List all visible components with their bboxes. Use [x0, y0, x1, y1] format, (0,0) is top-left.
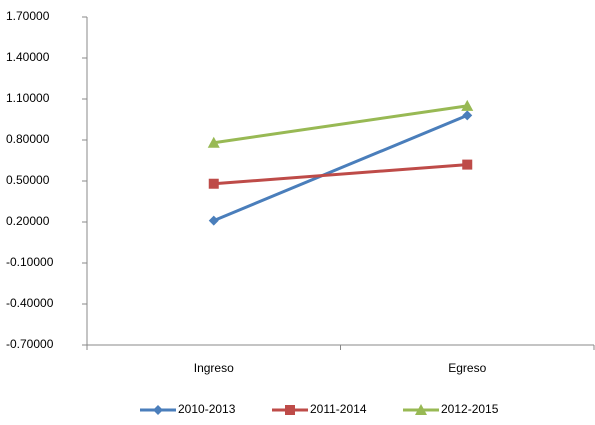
data-point — [461, 99, 474, 111]
y-tick-label: 1.10000 — [6, 91, 50, 105]
x-tick-label: Ingreso — [194, 361, 234, 375]
legend-marker — [153, 405, 163, 415]
legend-marker — [415, 404, 427, 415]
data-point — [208, 178, 219, 189]
y-tick-label: 0.80000 — [6, 132, 50, 146]
y-tick-label: 0.50000 — [6, 173, 50, 187]
legend-label: 2010-2013 — [178, 402, 236, 416]
data-point — [462, 110, 473, 121]
legend-label: 2011-2014 — [310, 402, 367, 416]
y-tick-label: 1.70000 — [6, 9, 50, 23]
series-line — [213, 114, 468, 223]
y-tick-label: 1.40000 — [6, 50, 50, 64]
legend-label: 2012-2015 — [441, 402, 499, 416]
series-line — [213, 104, 468, 145]
y-tick-label: -0.70000 — [6, 337, 54, 351]
y-tick-label: -0.10000 — [6, 255, 54, 269]
y-tick-label: 0.20000 — [6, 214, 50, 228]
legend-marker — [285, 405, 295, 415]
series-line — [213, 163, 468, 186]
y-tick-label: -0.40000 — [6, 296, 54, 310]
data-point — [207, 136, 220, 148]
data-point — [208, 215, 219, 226]
data-point — [462, 159, 473, 170]
x-tick-label: Egreso — [448, 361, 486, 375]
